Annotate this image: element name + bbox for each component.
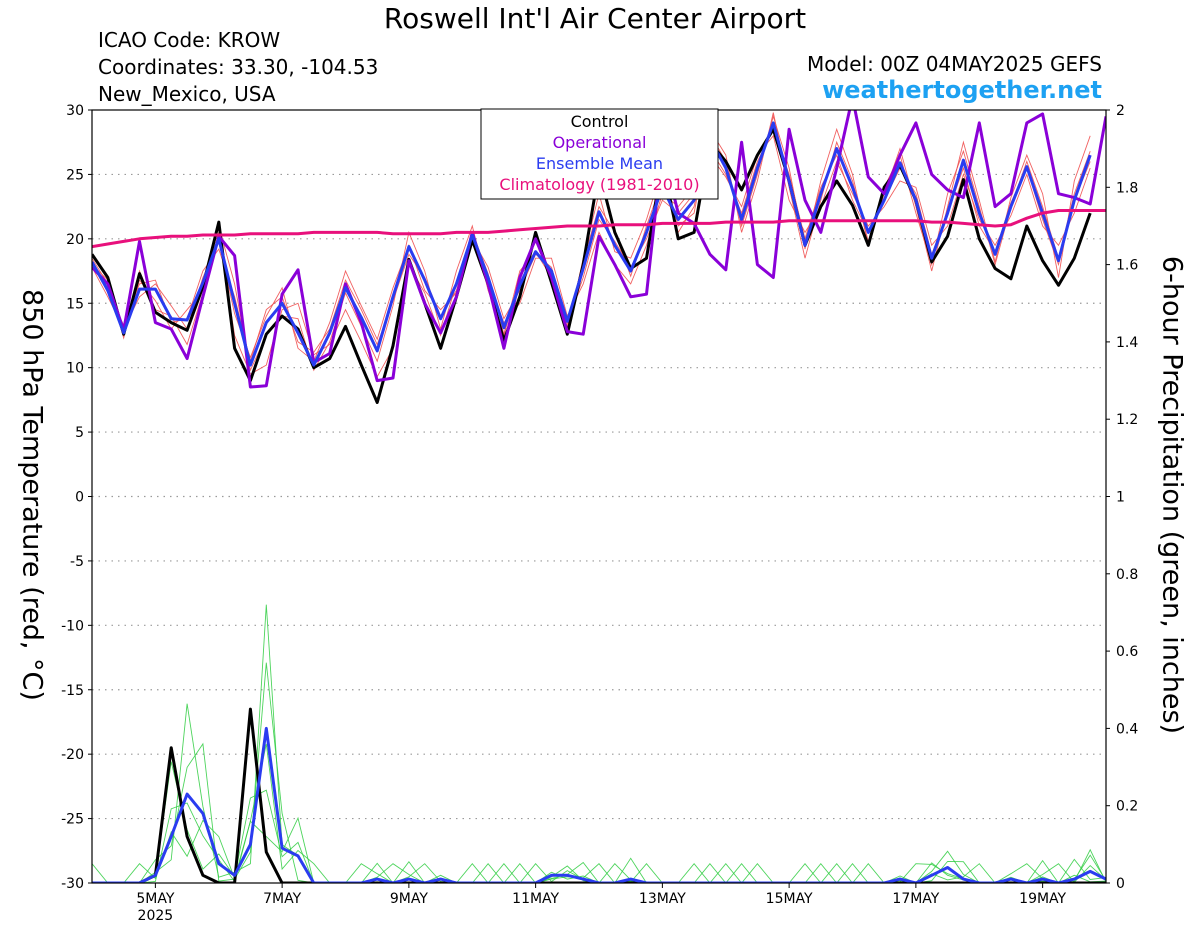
y2-tick-label: 0.8 [1116,567,1138,583]
y-tick-label: -10 [61,618,84,634]
operational-temp-line [92,110,1106,389]
chart-title: Roswell Int'l Air Center Airport [383,2,807,35]
y-tick-label: 30 [66,103,84,119]
x-tick-label: 13MAY [639,891,686,907]
x-tick-label: 17MAY [892,891,939,907]
y-tick-label: 10 [66,361,84,377]
x-tick-label: 7MAY [263,891,301,907]
y-tick-label: 20 [66,232,84,248]
plot-area [92,110,1106,883]
ensemble-mean-temp-line [92,121,1092,367]
precip-ensemble-member [92,604,1106,883]
y2-tick-label: 0.6 [1116,644,1138,660]
y2-tick-label: 2 [1116,103,1125,119]
y-tick-label: -5 [70,554,84,570]
icao-code: ICAO Code: KROW [98,28,281,52]
climatology-1981-2010-temp-line [92,209,1106,249]
y-tick-label: 25 [66,167,84,183]
y-tick-label: -30 [61,876,84,892]
legend-box [480,108,719,200]
y2-tick-label: 1.2 [1116,412,1138,428]
y2-tick-label: 1.8 [1116,180,1138,196]
coordinates: Coordinates: 33.30, -104.53 [98,55,379,79]
x-tick-label: 9MAY [390,891,428,907]
y-tick-label: 0 [75,490,84,506]
legend-item: Ensemble Mean [536,154,663,173]
y2-tick-label: 0.2 [1116,799,1138,815]
ensemble-mean-precip-line [92,726,1106,883]
x-tick-label: 19MAY [1019,891,1066,907]
y2-tick-label: 0.4 [1116,721,1138,737]
y2-tick-label: 0 [1116,876,1125,892]
region: New_Mexico, USA [98,82,276,106]
x-tick-sublabel: 2025 [138,908,174,924]
y2-tick-label: 1 [1116,490,1125,506]
x-tick-label: 15MAY [766,891,813,907]
y2-tick-label: 1.6 [1116,258,1138,274]
y-tick-label: -15 [61,683,84,699]
legend-item: Operational [553,133,647,152]
legend-item: Control [571,112,629,131]
site-link[interactable]: weathertogether.net [822,76,1102,104]
precip-ensemble-member [92,816,1106,883]
x-tick-label: 5MAY [136,891,174,907]
y2-tick-label: 1.4 [1116,335,1138,351]
y-tick-label: 5 [75,425,84,441]
model-run: Model: 00Z 04MAY2025 GEFS [807,52,1102,76]
y-tick-label: -20 [61,747,84,763]
y-tick-label: -25 [61,812,84,828]
y-tick-label: 15 [66,296,84,312]
legend-item: Climatology (1981-2010) [499,175,699,194]
control-precip-line [92,707,1106,883]
x-tick-label: 11MAY [512,891,559,907]
